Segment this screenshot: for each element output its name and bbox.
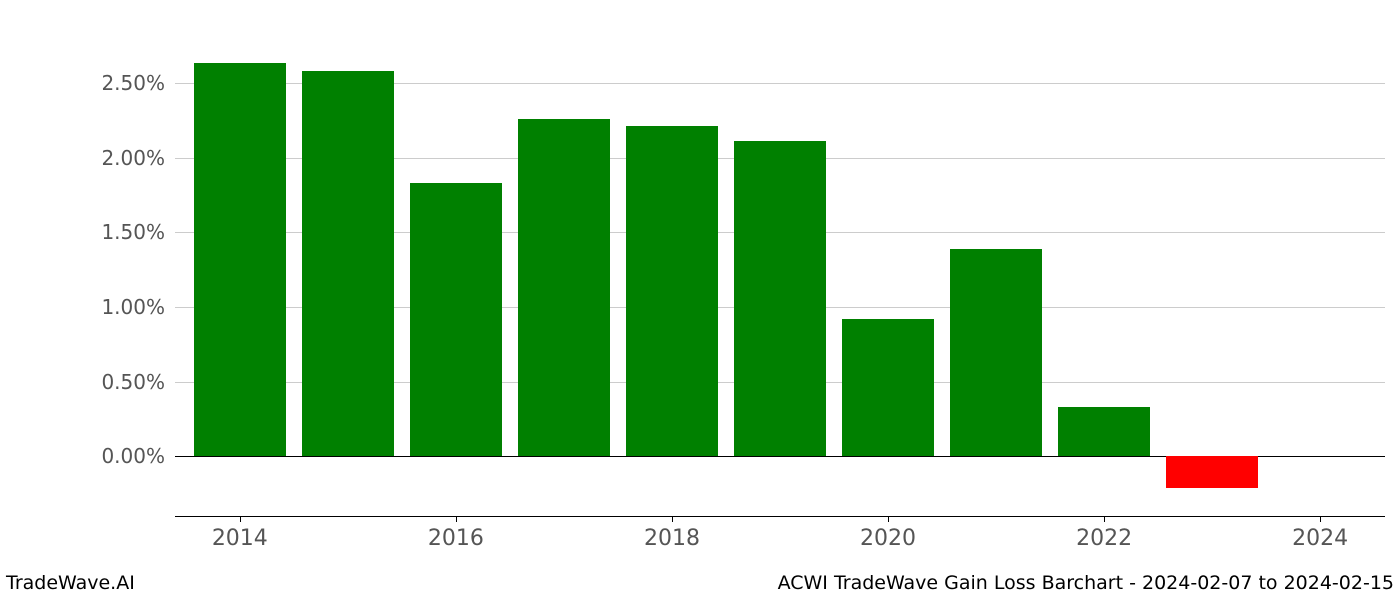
bar [194,63,286,456]
x-tick [1320,516,1321,522]
y-tick-label: 0.00% [65,444,165,468]
x-tick [672,516,673,522]
x-tick-label: 2014 [212,526,268,551]
x-tick [240,516,241,522]
y-tick-label: 1.00% [65,295,165,319]
x-tick-label: 2016 [428,526,484,551]
footer-caption: ACWI TradeWave Gain Loss Barchart - 2024… [778,572,1394,594]
x-tick-label: 2020 [860,526,916,551]
bar [1166,456,1258,487]
bottom-spine [175,516,1385,517]
x-tick-label: 2018 [644,526,700,551]
bar [1058,407,1150,456]
bar [410,183,502,456]
y-tick-label: 0.50% [65,370,165,394]
bar [734,141,826,456]
x-tick-label: 2024 [1292,526,1348,551]
y-tick-label: 1.50% [65,220,165,244]
x-tick [888,516,889,522]
x-tick [456,516,457,522]
gain-loss-barchart: TradeWave.AI ACWI TradeWave Gain Loss Ba… [0,0,1400,600]
bar [518,119,610,457]
footer-brand: TradeWave.AI [6,572,135,594]
x-tick-label: 2022 [1076,526,1132,551]
bar [302,71,394,456]
bar [950,249,1042,457]
y-tick-label: 2.00% [65,146,165,170]
x-tick [1104,516,1105,522]
bar [842,319,934,456]
plot-area [175,38,1385,516]
bar [626,126,718,456]
y-tick-label: 2.50% [65,71,165,95]
